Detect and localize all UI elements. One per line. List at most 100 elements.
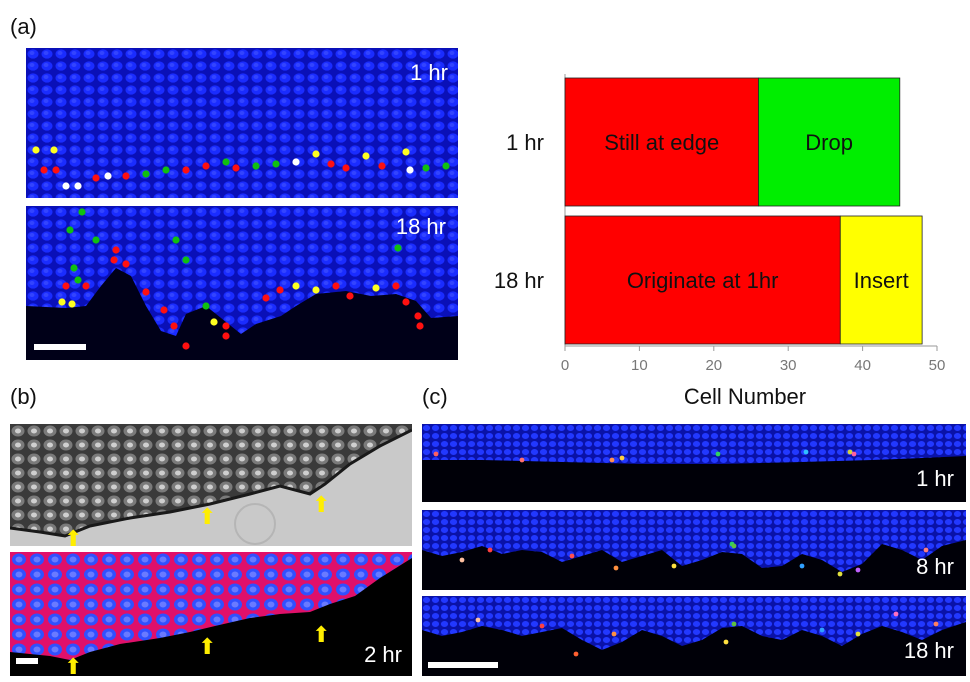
tracked-cell-marker bbox=[855, 567, 861, 573]
time-label-c-1: 1 hr bbox=[916, 466, 954, 491]
panel-b-label: (b) bbox=[10, 384, 37, 409]
micrograph-c-8hr: 8 hr bbox=[422, 510, 966, 590]
tracked-cell-marker bbox=[292, 158, 300, 166]
tracked-cell-marker bbox=[855, 631, 861, 637]
tracked-cell-marker bbox=[74, 276, 82, 284]
panel-a-label: (a) bbox=[10, 14, 37, 39]
micrograph-a-18hr: 18 hr bbox=[26, 206, 458, 360]
tracked-cell-marker bbox=[433, 451, 439, 457]
tracked-cell-marker bbox=[362, 152, 370, 160]
micrograph-b-phase: ⬆ ⬆ ⬆ bbox=[10, 424, 412, 546]
bar-segment-label: Insert bbox=[854, 268, 909, 293]
tracked-cell-marker bbox=[122, 172, 130, 180]
tracked-cell-marker bbox=[92, 174, 100, 182]
arrow-icon: ⬆ bbox=[198, 504, 217, 529]
tracked-cell-marker bbox=[715, 451, 721, 457]
x-tick-label: 20 bbox=[705, 357, 722, 374]
tracked-cell-marker bbox=[402, 298, 410, 306]
tracked-cell-marker bbox=[851, 451, 857, 457]
tracked-cell-marker bbox=[74, 182, 82, 190]
tracked-cell-marker bbox=[142, 170, 150, 178]
arrow-icon: ⬆ bbox=[64, 526, 83, 547]
tracked-cell-marker bbox=[573, 651, 579, 657]
tracked-cell-marker bbox=[723, 639, 729, 645]
tracked-cell-marker bbox=[170, 322, 178, 330]
bar-segment bbox=[564, 77, 759, 207]
tracked-cell-marker bbox=[731, 621, 737, 627]
bar-segment bbox=[839, 215, 923, 345]
micrograph-b-phase-image bbox=[10, 424, 412, 546]
tracked-cell-marker bbox=[68, 300, 76, 308]
x-tick-label: 50 bbox=[929, 357, 946, 374]
arrow-icon: ⬆ bbox=[312, 492, 331, 517]
tracked-cell-marker bbox=[276, 286, 284, 294]
tracked-cell-marker bbox=[92, 236, 100, 244]
tracked-cell-marker bbox=[731, 543, 737, 549]
tracked-cell-marker bbox=[58, 298, 66, 306]
tracked-cell-marker bbox=[210, 318, 218, 326]
tracked-cell-marker bbox=[611, 631, 617, 637]
micrograph-c-1hr: 1 hr bbox=[422, 424, 966, 502]
tracked-cell-marker bbox=[182, 342, 190, 350]
scale-bar-c bbox=[428, 662, 498, 668]
scale-bar-b bbox=[16, 658, 38, 664]
bar-segment bbox=[564, 215, 841, 345]
time-label-c-3: 18 hr bbox=[903, 638, 954, 663]
tracked-cell-marker bbox=[50, 146, 58, 154]
tracked-cell-marker bbox=[487, 547, 493, 553]
x-tick-label: 0 bbox=[561, 357, 569, 374]
tracked-cell-marker bbox=[222, 332, 230, 340]
bar-segment-label: Still at edge bbox=[604, 130, 719, 155]
bar-segment-label: Originate at 1hr bbox=[627, 268, 779, 293]
tracked-cell-marker bbox=[312, 286, 320, 294]
arrow-icon: ⬆ bbox=[64, 654, 83, 677]
micrograph-a-1hr-image bbox=[26, 48, 458, 198]
tracked-cell-marker bbox=[112, 246, 120, 254]
tracked-cell-marker bbox=[70, 264, 78, 272]
tracked-cell-marker bbox=[312, 150, 320, 158]
scale-bar-a bbox=[34, 344, 86, 350]
tracked-cell-marker bbox=[519, 457, 525, 463]
tracked-cell-marker bbox=[442, 162, 450, 170]
tracked-cell-marker bbox=[327, 160, 335, 168]
bar-segment-label: Drop bbox=[805, 130, 853, 155]
tracked-cell-marker bbox=[406, 166, 414, 174]
micrograph-b-fluorescence: ⬆ ⬆ ⬆ 2 hr bbox=[10, 552, 412, 676]
time-label-b: 2 hr bbox=[364, 642, 402, 667]
tracked-cell-marker bbox=[172, 236, 180, 244]
micrograph-b-fluorescence-image bbox=[10, 552, 412, 660]
bar-segment bbox=[758, 77, 901, 207]
tracked-cell-marker bbox=[613, 565, 619, 571]
tracked-cell-marker bbox=[262, 294, 270, 302]
tracked-cell-marker bbox=[66, 226, 74, 234]
micrograph-c-8hr-image bbox=[422, 510, 966, 577]
tracked-cell-marker bbox=[422, 164, 430, 172]
tracked-cell-marker bbox=[923, 547, 929, 553]
tracked-cell-marker bbox=[40, 166, 48, 174]
time-label-a-top: 1 hr bbox=[410, 60, 448, 85]
x-tick-label: 30 bbox=[780, 357, 797, 374]
tracked-cell-marker bbox=[475, 617, 481, 623]
tracked-cell-marker bbox=[202, 302, 210, 310]
tracked-cell-marker bbox=[332, 282, 340, 290]
tracked-cell-marker bbox=[62, 182, 70, 190]
tracked-cell-marker bbox=[392, 282, 400, 290]
tracked-cell-marker bbox=[32, 146, 40, 154]
tracked-cell-marker bbox=[372, 284, 380, 292]
tracked-cell-marker bbox=[539, 623, 545, 629]
tracked-cell-marker bbox=[933, 621, 939, 627]
micrograph-a-18hr-image bbox=[26, 206, 458, 350]
tracked-cell-marker bbox=[202, 162, 210, 170]
tracked-cell-marker bbox=[182, 256, 190, 264]
arrow-icon: ⬆ bbox=[198, 634, 217, 659]
tracked-cell-marker bbox=[122, 260, 130, 268]
panel-c-label: (c) bbox=[422, 384, 448, 409]
time-label-c-2: 8 hr bbox=[916, 554, 954, 579]
tracked-cell-marker bbox=[819, 627, 825, 633]
tracked-cell-marker bbox=[82, 282, 90, 290]
tracked-cell-marker bbox=[799, 563, 805, 569]
tracked-cell-marker bbox=[222, 322, 230, 330]
micrograph-a-1hr: 1 hr bbox=[26, 48, 458, 198]
tracked-cell-marker bbox=[342, 164, 350, 172]
tracked-cell-marker bbox=[142, 288, 150, 296]
